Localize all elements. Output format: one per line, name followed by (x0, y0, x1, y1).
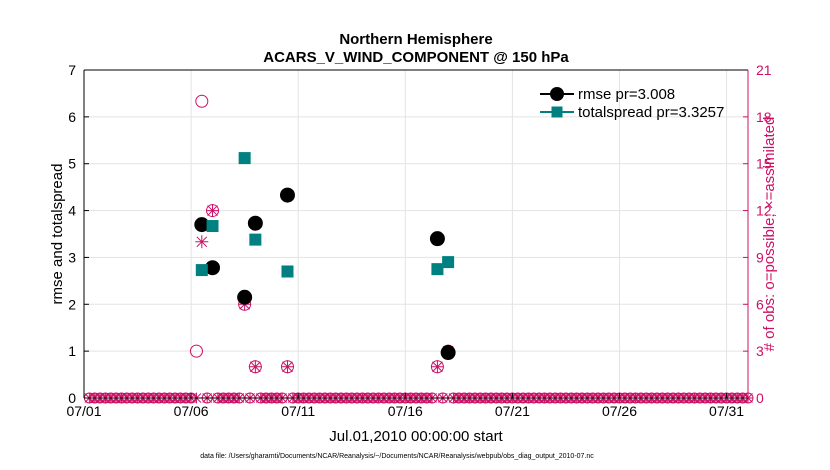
y-tick-label-right: 12 (756, 203, 772, 219)
y-tick-label-right: 6 (756, 296, 764, 312)
y-tick-label-left: 0 (68, 390, 76, 406)
legend-rmse-marker (550, 87, 564, 101)
obs-possible-marker (195, 94, 209, 108)
y-tick-label-left: 2 (68, 296, 76, 312)
y-axis-label-right: # of obs: o=possible; ×=assimilated (761, 117, 778, 352)
legend-totalspread-label: totalspread pr=3.3257 (578, 104, 724, 121)
totalspread-point (206, 220, 219, 233)
y-tick-label-right: 3 (756, 343, 764, 359)
x-tick-label: 07/11 (281, 403, 315, 419)
totalspread-point (238, 152, 251, 165)
totalspread-point (442, 256, 455, 269)
obs-assimilated-marker (195, 235, 209, 249)
y-tick-label-left: 1 (68, 343, 76, 359)
y-tick-label-left: 3 (68, 249, 76, 265)
x-tick-label: 07/06 (174, 403, 209, 419)
legend-totalspread-marker (551, 106, 563, 118)
series-layer (194, 152, 456, 361)
y-tick-label-right: 15 (756, 156, 772, 172)
rmse-point (279, 187, 295, 203)
x-tick-label: 07/26 (602, 403, 637, 419)
plot-area (84, 70, 748, 398)
y-tick-label-left: 7 (68, 62, 76, 78)
x-tick-label: 07/16 (388, 403, 423, 419)
x-tick-label: 07/21 (495, 403, 530, 419)
rmse-point (429, 231, 445, 247)
rmse-point (237, 289, 253, 305)
y-tick-label-left: 5 (68, 156, 76, 172)
legend-rmse-label: rmse pr=3.008 (578, 86, 675, 103)
data-file-footnote: data file: /Users/gharamti/Documents/NCA… (200, 453, 594, 460)
obs-assimilated-marker (280, 360, 294, 374)
rmse-point (440, 345, 456, 361)
totalspread-point (195, 264, 208, 277)
y-tick-label-right: 18 (756, 109, 772, 125)
obs-possible-marker (189, 344, 203, 358)
x-tick-label: 07/31 (709, 403, 744, 419)
obs-assimilated-marker (430, 360, 444, 374)
chart-subtitle: ACARS_V_WIND_COMPONENT @ 150 hPa (263, 49, 569, 66)
x-axis-label: Jul.01,2010 00:00:00 start (329, 428, 503, 445)
obs-assimilated-marker (248, 360, 262, 374)
chart-title: Northern Hemisphere (339, 31, 492, 48)
grid-layer (83, 70, 748, 398)
rmse-point (247, 215, 263, 231)
y-axis-label-left: rmse and totalspread (49, 164, 66, 305)
y-tick-label-left: 4 (68, 203, 76, 219)
totalspread-point (249, 233, 262, 246)
x-tick-label: 07/01 (66, 403, 101, 419)
obs-assimilated-marker (206, 204, 220, 218)
y-tick-label-right: 0 (756, 390, 764, 406)
totalspread-point (281, 265, 294, 278)
y-tick-label-right: 9 (756, 249, 764, 265)
y-tick-label-left: 6 (68, 109, 76, 125)
y-tick-label-right: 21 (756, 62, 772, 78)
totalspread-point (431, 263, 444, 276)
axes-layer: 07/01 07/06 07/11 07/16 07/21 07/26 07/3101234… (66, 62, 771, 419)
